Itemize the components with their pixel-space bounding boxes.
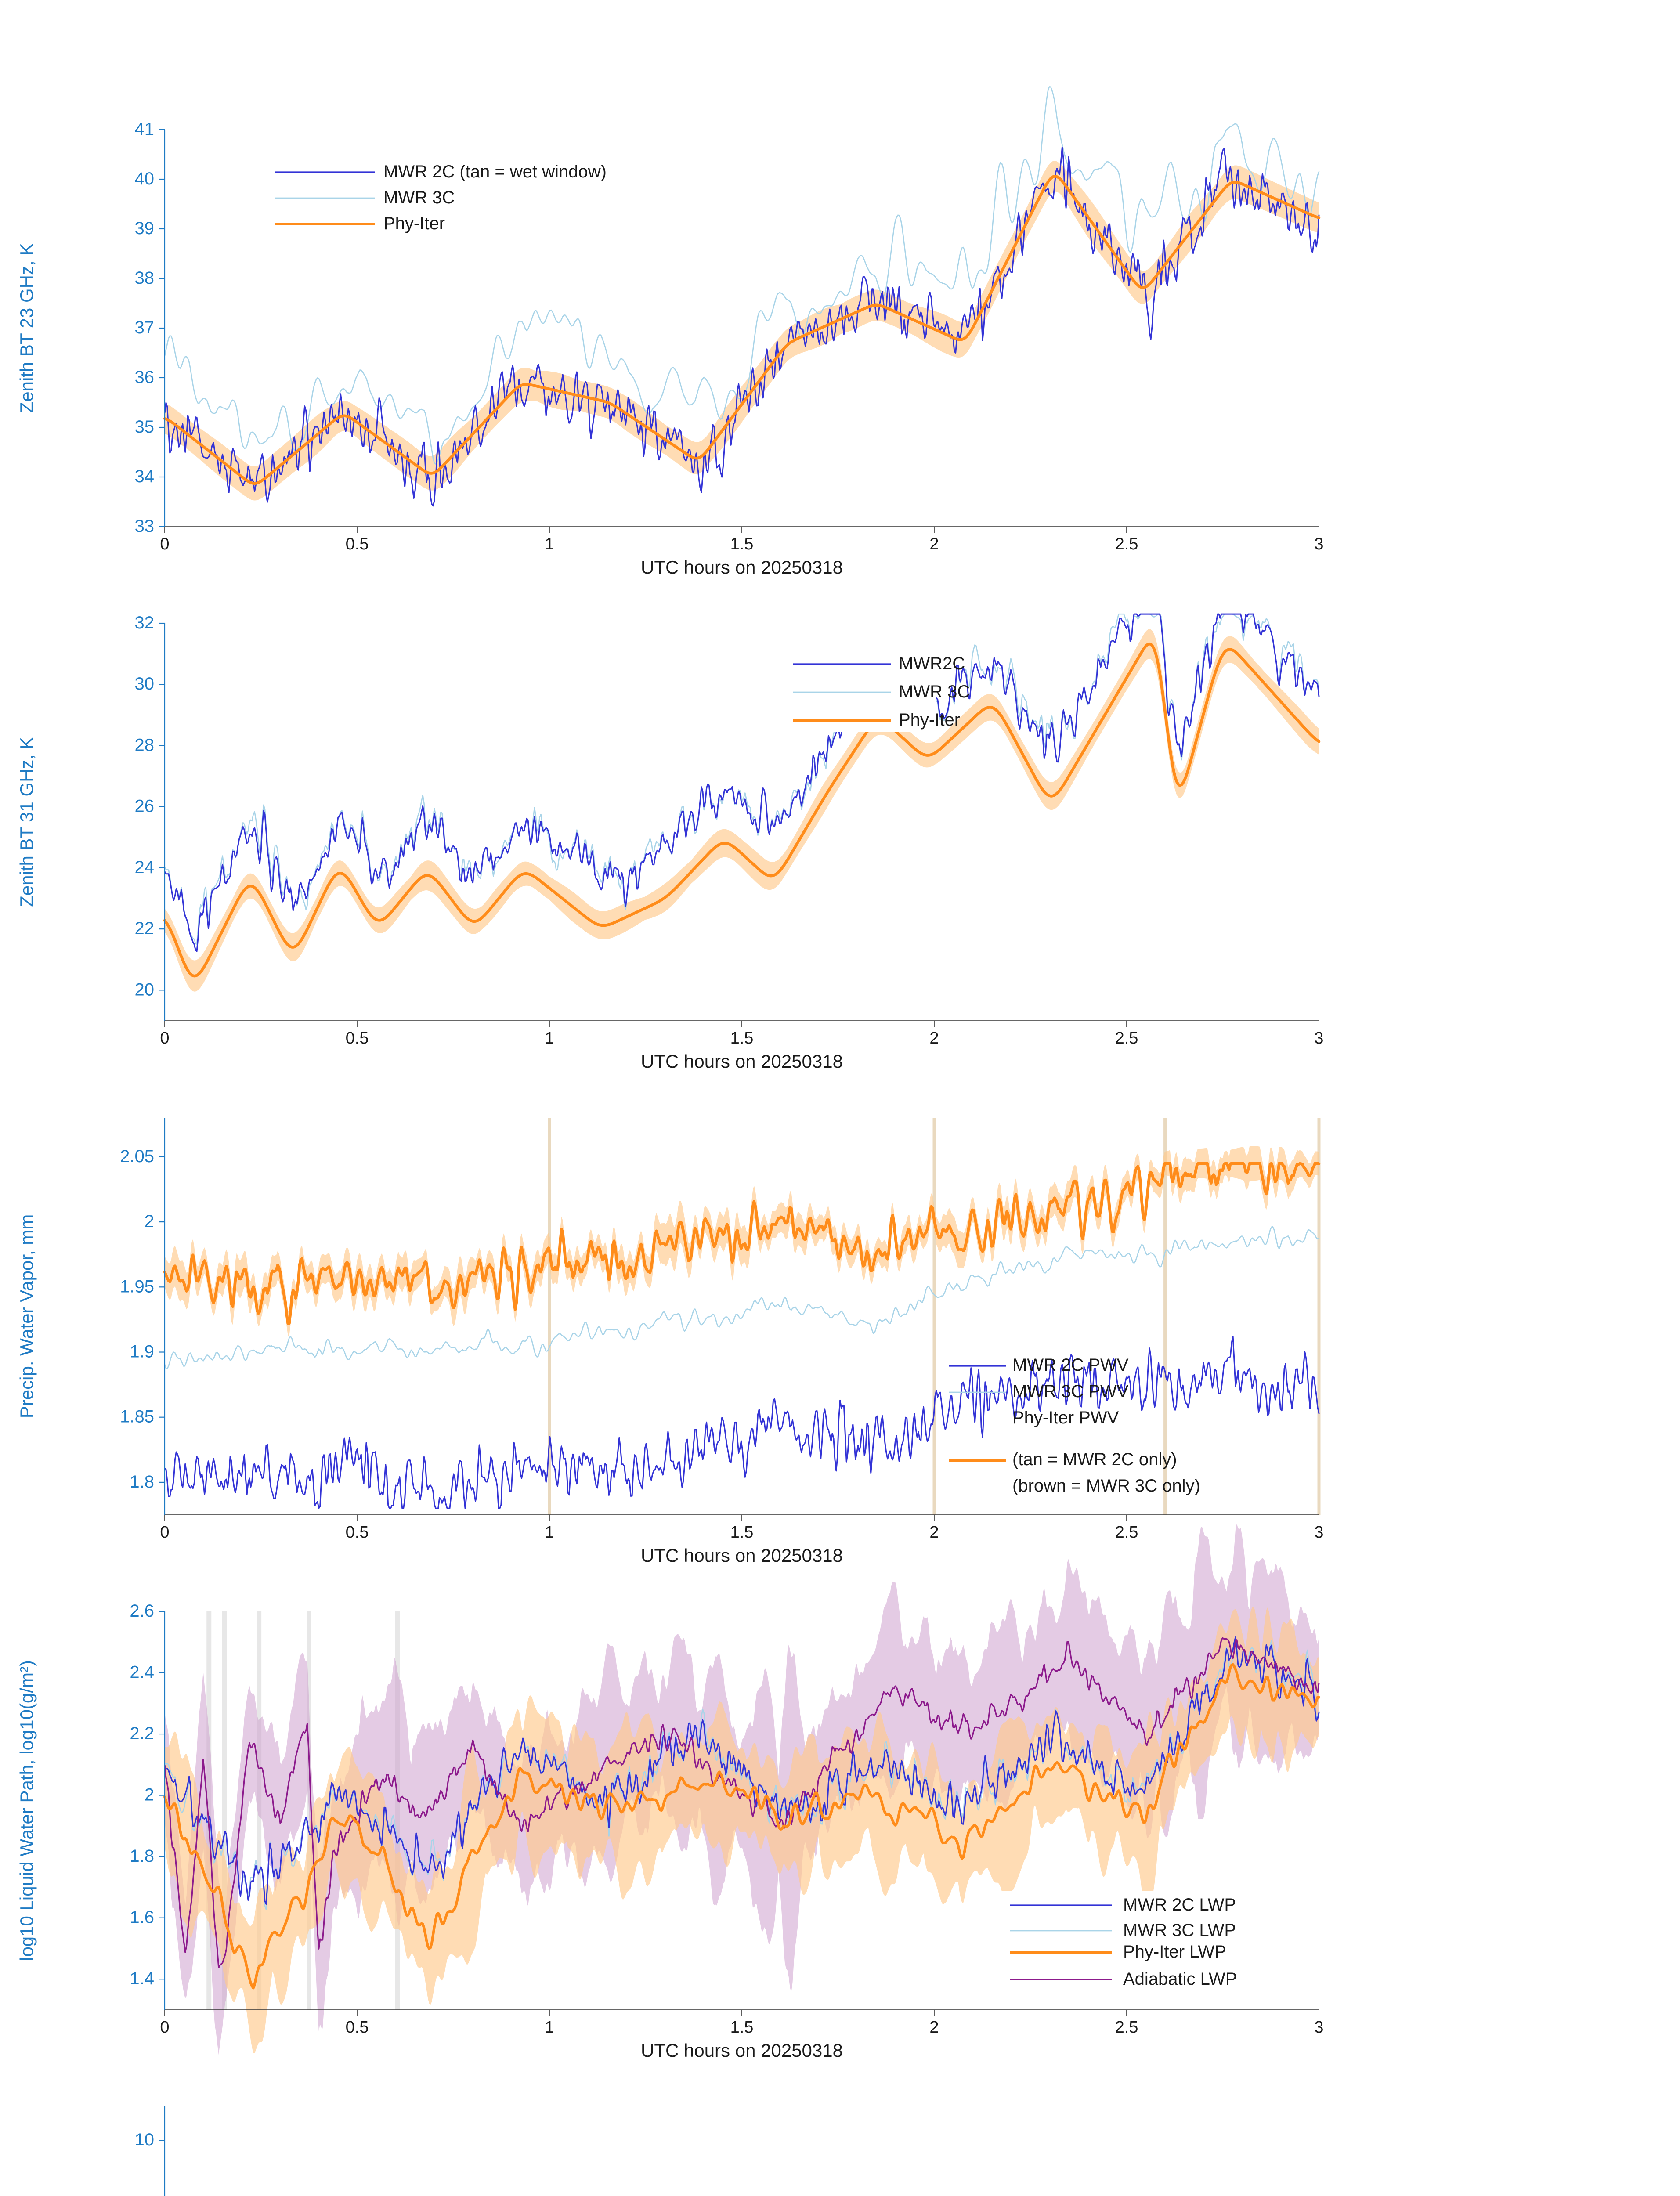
svg-text:1.8: 1.8 — [130, 1846, 154, 1866]
svg-text:1: 1 — [545, 1523, 554, 1542]
svg-text:3: 3 — [1314, 2018, 1323, 2037]
svg-text:MWR 2C PWV: MWR 2C PWV — [1012, 1355, 1129, 1375]
svg-text:2: 2 — [929, 535, 939, 553]
svg-text:log10 Liquid Water Path, log10: log10 Liquid Water Path, log10(g/m²) — [16, 1660, 37, 1961]
svg-text:1.9: 1.9 — [130, 1342, 154, 1362]
svg-text:1.8: 1.8 — [130, 1472, 154, 1492]
svg-text:2: 2 — [929, 1523, 939, 1542]
svg-text:Phy-Iter LWP: Phy-Iter LWP — [1123, 1942, 1226, 1961]
svg-text:MWR 2C (tan = wet window): MWR 2C (tan = wet window) — [383, 162, 607, 181]
svg-text:2: 2 — [929, 1029, 939, 1047]
svg-text:2: 2 — [145, 1785, 154, 1805]
svg-text:2.5: 2.5 — [1115, 1029, 1138, 1047]
svg-text:10: 10 — [135, 2130, 155, 2149]
svg-text:1.4: 1.4 — [130, 1969, 154, 1988]
svg-text:3: 3 — [1314, 1029, 1323, 1047]
svg-text:(brown = MWR 3C only): (brown = MWR 3C only) — [1012, 1476, 1200, 1495]
svg-text:Phy-Iter: Phy-Iter — [383, 214, 445, 233]
svg-text:32: 32 — [135, 613, 155, 632]
svg-text:1.5: 1.5 — [730, 1029, 754, 1047]
svg-text:33: 33 — [135, 516, 155, 536]
svg-text:2: 2 — [929, 2018, 939, 2037]
svg-text:2: 2 — [145, 1212, 154, 1231]
svg-text:1: 1 — [545, 535, 554, 553]
svg-text:MWR 3C LWP: MWR 3C LWP — [1123, 1921, 1236, 1940]
svg-text:1.5: 1.5 — [730, 535, 754, 553]
svg-text:Phy-Iter PWV: Phy-Iter PWV — [1012, 1408, 1119, 1427]
svg-text:2.6: 2.6 — [130, 1601, 154, 1621]
svg-text:20: 20 — [135, 980, 155, 999]
svg-text:1.5: 1.5 — [730, 2018, 754, 2037]
svg-text:22: 22 — [135, 919, 155, 938]
svg-text:0: 0 — [160, 1523, 169, 1542]
svg-text:MWR 3C: MWR 3C — [899, 682, 970, 701]
svg-text:0: 0 — [160, 535, 169, 553]
svg-text:2.5: 2.5 — [1115, 535, 1138, 553]
svg-text:1: 1 — [545, 1029, 554, 1047]
svg-text:24: 24 — [135, 858, 155, 877]
svg-text:38: 38 — [135, 268, 155, 288]
svg-text:0: 0 — [160, 2018, 169, 2037]
svg-text:30: 30 — [135, 674, 155, 693]
svg-text:41: 41 — [135, 119, 155, 139]
svg-text:28: 28 — [135, 735, 155, 755]
svg-text:2.5: 2.5 — [1115, 2018, 1138, 2037]
svg-text:UTC hours on 20250318: UTC hours on 20250318 — [641, 1545, 843, 1566]
svg-text:Zenith BT 23 GHz, K: Zenith BT 23 GHz, K — [16, 243, 37, 413]
svg-text:0.5: 0.5 — [346, 535, 369, 553]
svg-text:39: 39 — [135, 219, 155, 238]
svg-text:2.2: 2.2 — [130, 1724, 154, 1743]
svg-text:2.4: 2.4 — [130, 1663, 154, 1682]
svg-text:(tan = MWR 2C only): (tan = MWR 2C only) — [1012, 1450, 1177, 1469]
svg-text:2.5: 2.5 — [1115, 1523, 1138, 1542]
svg-text:35: 35 — [135, 417, 155, 437]
svg-text:0: 0 — [160, 1029, 169, 1047]
svg-text:1.6: 1.6 — [130, 1908, 154, 1927]
svg-text:0.5: 0.5 — [346, 1523, 369, 1542]
svg-text:1.5: 1.5 — [730, 1523, 754, 1542]
svg-text:UTC hours on 20250318: UTC hours on 20250318 — [641, 2040, 843, 2061]
svg-text:1.85: 1.85 — [120, 1407, 154, 1427]
svg-text:40: 40 — [135, 169, 155, 188]
svg-text:3: 3 — [1314, 1523, 1323, 1542]
svg-text:Precip. Water Vapor, mm: Precip. Water Vapor, mm — [16, 1214, 37, 1418]
svg-text:1.95: 1.95 — [120, 1277, 154, 1296]
svg-text:MWR2C: MWR2C — [899, 654, 965, 673]
svg-text:2.05: 2.05 — [120, 1147, 154, 1166]
svg-text:UTC hours on 20250318: UTC hours on 20250318 — [641, 1051, 843, 1072]
svg-text:MWR 3C PWV: MWR 3C PWV — [1012, 1382, 1129, 1401]
svg-text:3: 3 — [1314, 535, 1323, 553]
svg-text:Zenith BT 31 GHz, K: Zenith BT 31 GHz, K — [16, 737, 37, 907]
svg-text:Adiabatic LWP: Adiabatic LWP — [1123, 1969, 1237, 1989]
svg-text:34: 34 — [135, 467, 155, 486]
svg-text:1: 1 — [545, 2018, 554, 2037]
svg-text:26: 26 — [135, 797, 155, 816]
svg-text:36: 36 — [135, 368, 155, 387]
svg-text:Phy-Iter: Phy-Iter — [899, 710, 960, 730]
svg-text:MWR 2C LWP: MWR 2C LWP — [1123, 1895, 1236, 1914]
svg-text:MWR 3C: MWR 3C — [383, 188, 455, 207]
svg-text:0.5: 0.5 — [346, 2018, 369, 2037]
svg-text:UTC hours on 20250318: UTC hours on 20250318 — [641, 557, 843, 578]
svg-text:37: 37 — [135, 318, 155, 337]
svg-text:0.5: 0.5 — [346, 1029, 369, 1047]
